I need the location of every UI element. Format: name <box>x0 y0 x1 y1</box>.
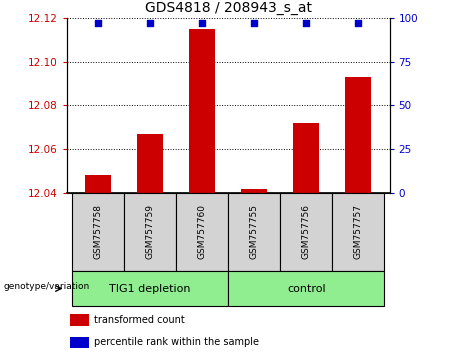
Text: GSM757759: GSM757759 <box>146 204 154 259</box>
Bar <box>85 175 111 193</box>
FancyBboxPatch shape <box>124 193 176 271</box>
Text: GSM757757: GSM757757 <box>354 204 363 259</box>
Bar <box>70 314 89 326</box>
Bar <box>189 29 215 193</box>
FancyBboxPatch shape <box>280 193 332 271</box>
Point <box>302 20 310 26</box>
Point <box>250 20 258 26</box>
Point <box>95 20 102 26</box>
Bar <box>137 134 163 193</box>
Text: transformed count: transformed count <box>94 315 185 325</box>
Text: GSM757756: GSM757756 <box>302 204 311 259</box>
Text: control: control <box>287 284 325 293</box>
FancyBboxPatch shape <box>176 193 228 271</box>
FancyBboxPatch shape <box>228 193 280 271</box>
Text: genotype/variation: genotype/variation <box>3 282 89 291</box>
Title: GDS4818 / 208943_s_at: GDS4818 / 208943_s_at <box>145 1 312 15</box>
Text: GSM757760: GSM757760 <box>198 204 207 259</box>
FancyBboxPatch shape <box>332 193 384 271</box>
Text: GSM757755: GSM757755 <box>250 204 259 259</box>
FancyBboxPatch shape <box>228 271 384 306</box>
Point <box>199 20 206 26</box>
Text: GSM757758: GSM757758 <box>94 204 103 259</box>
Point <box>355 20 362 26</box>
FancyBboxPatch shape <box>72 193 124 271</box>
Bar <box>70 337 89 348</box>
Bar <box>241 189 267 193</box>
Bar <box>345 77 371 193</box>
Text: percentile rank within the sample: percentile rank within the sample <box>94 337 259 347</box>
Text: TIG1 depletion: TIG1 depletion <box>109 284 191 293</box>
Bar <box>293 123 319 193</box>
Point <box>147 20 154 26</box>
FancyBboxPatch shape <box>72 271 228 306</box>
